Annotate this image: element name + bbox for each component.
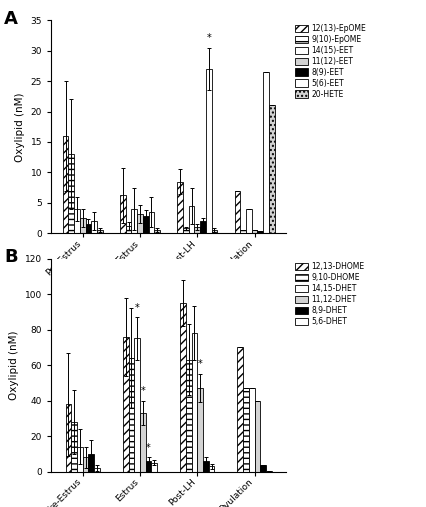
- Bar: [94, 468, 100, 472]
- Bar: [66, 404, 71, 472]
- Bar: [85, 224, 91, 233]
- Legend: 12,13-DHOME, 9,10-DHOME, 14,15-DHET, 11,12-DHET, 8,9-DHET, 5,6-DHET: 12,13-DHOME, 9,10-DHOME, 14,15-DHET, 11,…: [294, 263, 364, 326]
- Legend: 12(13)-EpOME, 9(10)-EpOME, 14(15)-EET, 11(12)-EET, 8(9)-EET, 5(6)-EET, 20-HETE: 12(13)-EpOME, 9(10)-EpOME, 14(15)-EET, 1…: [294, 24, 366, 98]
- Bar: [88, 454, 94, 472]
- Bar: [63, 136, 68, 233]
- Bar: [140, 413, 145, 472]
- Bar: [128, 358, 134, 472]
- Bar: [134, 339, 140, 472]
- Bar: [151, 462, 157, 472]
- Text: *: *: [206, 33, 210, 43]
- Bar: [251, 230, 257, 233]
- Bar: [131, 209, 137, 233]
- Bar: [123, 337, 128, 472]
- Bar: [143, 216, 148, 233]
- Bar: [200, 221, 205, 233]
- Bar: [125, 226, 131, 233]
- Y-axis label: Oxylipid (nM): Oxylipid (nM): [9, 330, 19, 400]
- Text: *: *: [140, 386, 145, 396]
- Bar: [237, 347, 242, 472]
- Bar: [91, 221, 97, 233]
- Bar: [74, 209, 80, 233]
- Bar: [262, 72, 268, 233]
- Bar: [245, 209, 251, 233]
- Bar: [197, 388, 202, 472]
- Text: *: *: [135, 303, 139, 313]
- Bar: [265, 470, 271, 472]
- Bar: [240, 230, 245, 233]
- Bar: [257, 231, 262, 233]
- Bar: [183, 228, 188, 233]
- Bar: [205, 69, 211, 233]
- Bar: [260, 465, 265, 472]
- Bar: [154, 230, 160, 233]
- Bar: [194, 227, 200, 233]
- Bar: [137, 214, 143, 233]
- Text: *: *: [146, 443, 151, 453]
- Bar: [180, 303, 185, 472]
- Bar: [268, 105, 274, 233]
- Text: *: *: [197, 359, 202, 370]
- Bar: [208, 466, 214, 472]
- Y-axis label: Oxylipid (nM): Oxylipid (nM): [15, 92, 25, 162]
- Bar: [77, 447, 83, 472]
- Bar: [242, 388, 248, 472]
- Bar: [185, 360, 191, 472]
- Bar: [191, 333, 197, 472]
- Bar: [97, 230, 103, 233]
- Bar: [80, 218, 85, 233]
- Bar: [177, 182, 183, 233]
- Bar: [71, 422, 77, 472]
- Bar: [188, 206, 194, 233]
- Bar: [145, 461, 151, 472]
- Bar: [148, 212, 154, 233]
- Bar: [254, 401, 260, 472]
- Text: A: A: [4, 10, 18, 28]
- Bar: [211, 230, 217, 233]
- Bar: [202, 461, 208, 472]
- Bar: [83, 457, 88, 472]
- Bar: [248, 388, 254, 472]
- Bar: [234, 191, 240, 233]
- Bar: [120, 196, 125, 233]
- Bar: [68, 154, 74, 233]
- Text: B: B: [4, 248, 18, 266]
